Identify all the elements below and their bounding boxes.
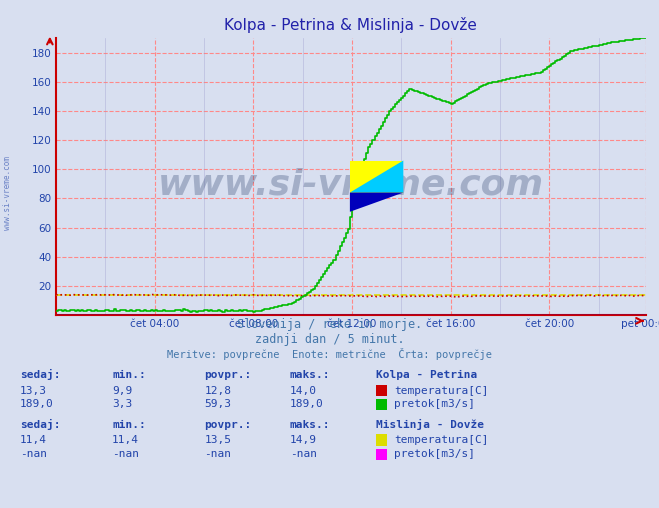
Text: -nan: -nan bbox=[112, 449, 139, 459]
Text: 9,9: 9,9 bbox=[112, 386, 132, 396]
Polygon shape bbox=[350, 193, 403, 212]
Text: Slovenija / reke in morje.: Slovenija / reke in morje. bbox=[237, 318, 422, 331]
Text: 14,0: 14,0 bbox=[290, 386, 317, 396]
Text: 13,5: 13,5 bbox=[204, 435, 231, 445]
Text: Meritve: povprečne  Enote: metrične  Črta: povprečje: Meritve: povprečne Enote: metrične Črta:… bbox=[167, 348, 492, 360]
Text: 189,0: 189,0 bbox=[20, 399, 53, 409]
Text: -nan: -nan bbox=[290, 449, 317, 459]
Text: 14,9: 14,9 bbox=[290, 435, 317, 445]
Text: povpr.:: povpr.: bbox=[204, 420, 252, 430]
Text: maks.:: maks.: bbox=[290, 370, 330, 380]
Text: maks.:: maks.: bbox=[290, 420, 330, 430]
Text: 3,3: 3,3 bbox=[112, 399, 132, 409]
Text: zadnji dan / 5 minut.: zadnji dan / 5 minut. bbox=[254, 333, 405, 346]
Text: min.:: min.: bbox=[112, 420, 146, 430]
Text: 11,4: 11,4 bbox=[20, 435, 47, 445]
Text: sedaj:: sedaj: bbox=[20, 419, 60, 430]
Text: 13,3: 13,3 bbox=[20, 386, 47, 396]
Text: 12,8: 12,8 bbox=[204, 386, 231, 396]
Text: temperatura[C]: temperatura[C] bbox=[394, 435, 488, 445]
Text: Kolpa - Petrina: Kolpa - Petrina bbox=[376, 370, 477, 380]
Text: sedaj:: sedaj: bbox=[20, 369, 60, 380]
Text: pretok[m3/s]: pretok[m3/s] bbox=[394, 449, 475, 459]
Title: Kolpa - Petrina & Mislinja - Dovže: Kolpa - Petrina & Mislinja - Dovže bbox=[225, 17, 477, 33]
Text: www.si-vreme.com: www.si-vreme.com bbox=[158, 168, 544, 202]
Text: -nan: -nan bbox=[20, 449, 47, 459]
Text: 11,4: 11,4 bbox=[112, 435, 139, 445]
Text: -nan: -nan bbox=[204, 449, 231, 459]
Text: 59,3: 59,3 bbox=[204, 399, 231, 409]
Text: Mislinja - Dovže: Mislinja - Dovže bbox=[376, 419, 484, 430]
Text: temperatura[C]: temperatura[C] bbox=[394, 386, 488, 396]
Text: www.si-vreme.com: www.si-vreme.com bbox=[3, 156, 13, 230]
Text: pretok[m3/s]: pretok[m3/s] bbox=[394, 399, 475, 409]
Bar bbox=[350, 161, 403, 193]
Polygon shape bbox=[350, 161, 403, 193]
Text: min.:: min.: bbox=[112, 370, 146, 380]
Text: 189,0: 189,0 bbox=[290, 399, 324, 409]
Text: povpr.:: povpr.: bbox=[204, 370, 252, 380]
